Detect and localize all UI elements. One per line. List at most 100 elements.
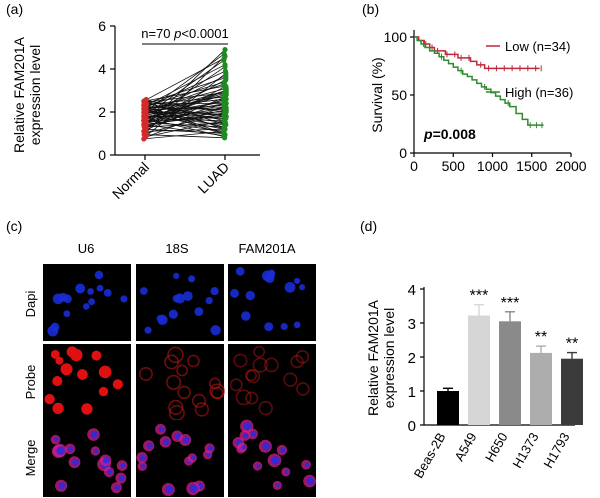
cell-merge-nucleus: [158, 426, 165, 433]
panel-a-point-luad: [222, 47, 228, 53]
panel-b-curve-high: [414, 36, 544, 126]
panel-d: (d) Relative FAM201A expression level 0 1…: [360, 218, 583, 481]
panel-d-ticks: 0 1 2 3 4: [408, 282, 424, 435]
panel-b-ticks: 0 500 1000 1500 2000 0 50 100: [384, 29, 587, 174]
significance-marker: ***: [501, 295, 520, 312]
cell-nucleus: [267, 270, 276, 279]
panel-a-y-tick-label: 2: [98, 104, 106, 120]
cell-probe: [81, 403, 93, 415]
panel-b-y-tick-label: 0: [399, 145, 407, 161]
cell-nucleus: [280, 322, 288, 331]
cell-nucleus: [63, 310, 71, 318]
panel-b-y-tick-label: 50: [391, 87, 407, 103]
cell-nucleus: [144, 326, 152, 334]
cell-merge-nucleus: [54, 437, 59, 443]
panel-a-pair-line: [144, 100, 225, 119]
panel-a-y-tick-label: 0: [98, 147, 106, 163]
panel-b-curves: [414, 36, 544, 129]
panel-d-y-tick-label: 2: [408, 350, 416, 367]
panel-a-point-luad: [222, 100, 228, 106]
panel-a-point-luad: [222, 126, 228, 132]
cell-nucleus: [210, 287, 219, 296]
panel-a-pair-line: [144, 113, 225, 126]
panel-a-ylabel-line2: expression level: [27, 45, 43, 145]
panel-d-ylabel-line2: expression level: [381, 308, 397, 408]
cell-merge-nucleus: [139, 454, 147, 461]
panel-b-pvalue: p=0.008: [423, 126, 476, 142]
legend-low-label: Low (n=34): [505, 39, 570, 54]
panel-c-col-fam201a: FAM201A: [238, 241, 295, 256]
cell-nucleus: [58, 292, 68, 302]
cell-nucleus: [168, 309, 178, 319]
cell-probe: [233, 353, 248, 368]
cell-probe: [290, 354, 304, 369]
panel-a-pair-line: [146, 77, 226, 104]
panel-b-x-tick-label: 0: [410, 158, 418, 174]
panel-d-y-tick-label: 4: [408, 282, 416, 299]
panel-b-y-tick-label: 100: [384, 29, 408, 45]
cell-merge-nucleus: [241, 445, 246, 450]
cell-probe: [166, 374, 182, 390]
panel-a-pair-line: [145, 109, 226, 135]
cell-nucleus: [96, 284, 104, 292]
cell-merge-nucleus: [190, 455, 196, 461]
panel-a-point-luad: [222, 111, 228, 117]
panel-a-point-luad: [221, 51, 227, 57]
panel-a-point-normal: [142, 105, 148, 111]
bar-h1793: [561, 358, 583, 425]
panel-b-x-tick-label: 1000: [477, 158, 508, 174]
cell-merge-nucleus: [250, 431, 257, 437]
panel-c: (c) U6 18S FAM201A Dapi Probe Merge: [6, 218, 316, 497]
cell-probe: [98, 386, 109, 397]
cell-probe: [177, 385, 191, 400]
panel-a-pair-line: [145, 111, 226, 115]
panel-d-y-tick-label: 1: [408, 384, 416, 401]
panel-a-point-luad: [221, 55, 227, 61]
panel-a-point-normal: [143, 96, 149, 103]
panel-d-xlabel-h1373: H1373: [509, 430, 541, 471]
cell-merge-nucleus: [72, 458, 79, 466]
micrograph-probe-3: [228, 344, 316, 421]
cell-merge-nucleus: [182, 436, 190, 444]
panel-a-pair-line: [145, 57, 225, 101]
panel-a-pair-line: [144, 96, 226, 131]
panel-c-row-merge: Merge: [23, 440, 38, 477]
bar-h1373: [530, 352, 552, 425]
panel-c-row-probe: Probe: [23, 365, 38, 400]
cell-nucleus: [182, 291, 193, 302]
panel-a-y-ticks: 0 2 4 6: [98, 18, 115, 163]
panel-d-xlabel-beas2b: Beas-2B: [411, 430, 449, 481]
panel-a-point-luad: [221, 105, 227, 111]
cell-probe: [194, 402, 209, 417]
panel-a-point-luad: [222, 115, 228, 122]
cell-merge-nucleus: [276, 483, 281, 488]
cell-probe: [229, 378, 243, 392]
cell-merge-nucleus: [114, 484, 121, 491]
cell-merge-nucleus: [271, 455, 280, 465]
panel-a: (a) Relative FAM201A expression level 0 2…: [6, 1, 260, 202]
cell-probe: [296, 382, 310, 396]
panel-a-pair-line: [144, 105, 227, 117]
cell-probe: [245, 391, 259, 405]
bar-a549: [468, 315, 490, 425]
cell-merge-nucleus: [107, 469, 113, 475]
cell-nucleus: [294, 277, 301, 285]
panel-a-pair-line: [144, 117, 225, 138]
legend-high-label: High (n=36): [505, 85, 573, 100]
panel-a-point-luad: [222, 68, 228, 74]
cell-probe: [138, 367, 153, 381]
cell-probe: [44, 394, 55, 405]
panel-a-ylabel-line1: Relative FAM201A: [11, 36, 27, 153]
panel-a-annotation: n=70 p<0.0001: [141, 26, 229, 41]
panel-b-ylabel: Survival (%): [369, 57, 385, 132]
cell-nucleus: [88, 298, 96, 306]
cell-merge-nucleus: [120, 462, 126, 469]
cell-nucleus: [47, 325, 59, 337]
panel-a-pair-line: [144, 134, 225, 139]
panel-a-point-luad: [221, 92, 227, 98]
cell-merge-nucleus: [165, 485, 174, 494]
cell-probe: [167, 346, 184, 364]
cell-merge-nucleus: [206, 452, 211, 457]
cell-nucleus: [194, 307, 204, 317]
cell-merge-nucleus: [304, 462, 310, 468]
